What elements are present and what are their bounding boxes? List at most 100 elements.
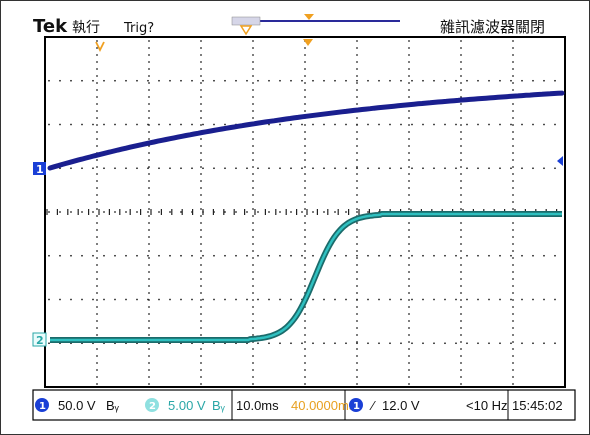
grid-dot [252, 257, 254, 259]
grid-dot [200, 313, 202, 315]
grid-dot [136, 167, 138, 170]
grid-dot [200, 138, 202, 140]
grid-dot [356, 54, 358, 56]
grid-dot [158, 79, 160, 82]
grid-dot [460, 271, 462, 273]
grid-dot [252, 250, 254, 252]
grid-dot [512, 138, 514, 140]
trigger-frequency: <10 Hz [466, 398, 508, 413]
grid-dot [158, 298, 160, 301]
grid-dot [268, 254, 270, 257]
grid-dot [408, 138, 410, 140]
trigger-point-marker[interactable] [95, 39, 313, 53]
grid-dot [389, 167, 391, 170]
grid-dot [114, 79, 116, 82]
grid-dot [103, 254, 105, 257]
grid-dot [512, 299, 514, 301]
grid-dot [411, 167, 413, 170]
clock-readout: 15:45:02 [512, 398, 563, 413]
grid-dot [224, 167, 226, 170]
grid-dot [304, 145, 306, 147]
trigger-readout[interactable]: 1 ∕ 12.0 V <10 Hz [349, 398, 508, 413]
grid-dot [290, 342, 292, 345]
grid-dot [48, 211, 50, 213]
grid-dot [147, 123, 149, 126]
grid-dot [96, 264, 98, 266]
grid-dot [460, 68, 462, 70]
grid-dot [148, 180, 150, 182]
grid-dot [148, 61, 150, 63]
grid-dot [200, 40, 202, 42]
grid-dot [304, 75, 306, 77]
grid-dot [356, 82, 358, 84]
grid-dot [543, 298, 545, 301]
grid-dot [235, 211, 237, 213]
grid-dot [200, 264, 202, 266]
grid-dot [477, 254, 479, 257]
grid-dot [460, 201, 462, 203]
grid-dot [200, 96, 202, 98]
grid-dot [304, 194, 306, 196]
grid-dot [460, 222, 462, 224]
grid-dot [70, 123, 72, 126]
grid-dot [499, 342, 501, 345]
grid-dot [213, 167, 215, 170]
grid-dot [488, 254, 490, 257]
grid-dot [367, 342, 369, 345]
grid-dot [460, 180, 462, 182]
grid-dot [148, 75, 150, 77]
grid-dot [408, 159, 410, 161]
grid-dot [200, 271, 202, 273]
grid-dot [460, 75, 462, 77]
grid-dot [460, 362, 462, 364]
grid-dot [460, 257, 462, 259]
grid-dot [512, 47, 514, 49]
grid-dot [96, 369, 98, 371]
grid-dot [543, 123, 545, 126]
grid-dot [356, 257, 358, 259]
timebase-readout[interactable]: 10.0ms 40.0000ms [236, 398, 356, 413]
grid-dot [96, 348, 98, 350]
ch1-readout[interactable]: 1 50.0 V Bᵧ [35, 398, 120, 413]
grid-dot [389, 298, 391, 301]
grid-dot [257, 211, 259, 213]
grid-dot [304, 369, 306, 371]
grid-dot [252, 348, 254, 350]
record-position-indicator[interactable] [231, 14, 400, 36]
grid-dot [304, 54, 306, 56]
grid-dot [148, 320, 150, 322]
grid-dot [96, 215, 98, 217]
grid-dot [180, 167, 182, 170]
grid-dot [96, 145, 98, 147]
grid-dot [148, 383, 150, 385]
grid-dot [356, 236, 358, 238]
grid-dot [304, 348, 306, 350]
grid-dot [460, 236, 462, 238]
grid-dot [252, 54, 254, 56]
ch2-readout[interactable]: 2 5.00 V Bᵧ [145, 398, 226, 413]
grid-dot [460, 152, 462, 154]
grid-dot [252, 96, 254, 98]
grid-dot [200, 348, 202, 350]
grid-dot [103, 167, 105, 170]
grid-dot [356, 89, 358, 91]
ch1-ground-marker[interactable]: 1 [33, 162, 46, 176]
grid-dot [148, 222, 150, 224]
grid-dot [389, 123, 391, 126]
grid-dot [301, 254, 303, 257]
grid-dot [356, 348, 358, 350]
ch1-badge-icon [35, 398, 49, 412]
grid-dot [148, 264, 150, 266]
grid-dot [356, 313, 358, 315]
grid-dot [408, 222, 410, 224]
grid-dot [521, 123, 523, 126]
grid-dot [512, 187, 514, 189]
grid-dot [411, 123, 413, 126]
grid-dot [345, 123, 347, 126]
grid-dot [408, 124, 410, 126]
grid-dot [411, 298, 413, 301]
ch2-ground-marker[interactable]: 2 [32, 332, 47, 347]
grid-dot [408, 362, 410, 364]
grid-dot [96, 327, 98, 329]
grid-dot [466, 167, 468, 170]
